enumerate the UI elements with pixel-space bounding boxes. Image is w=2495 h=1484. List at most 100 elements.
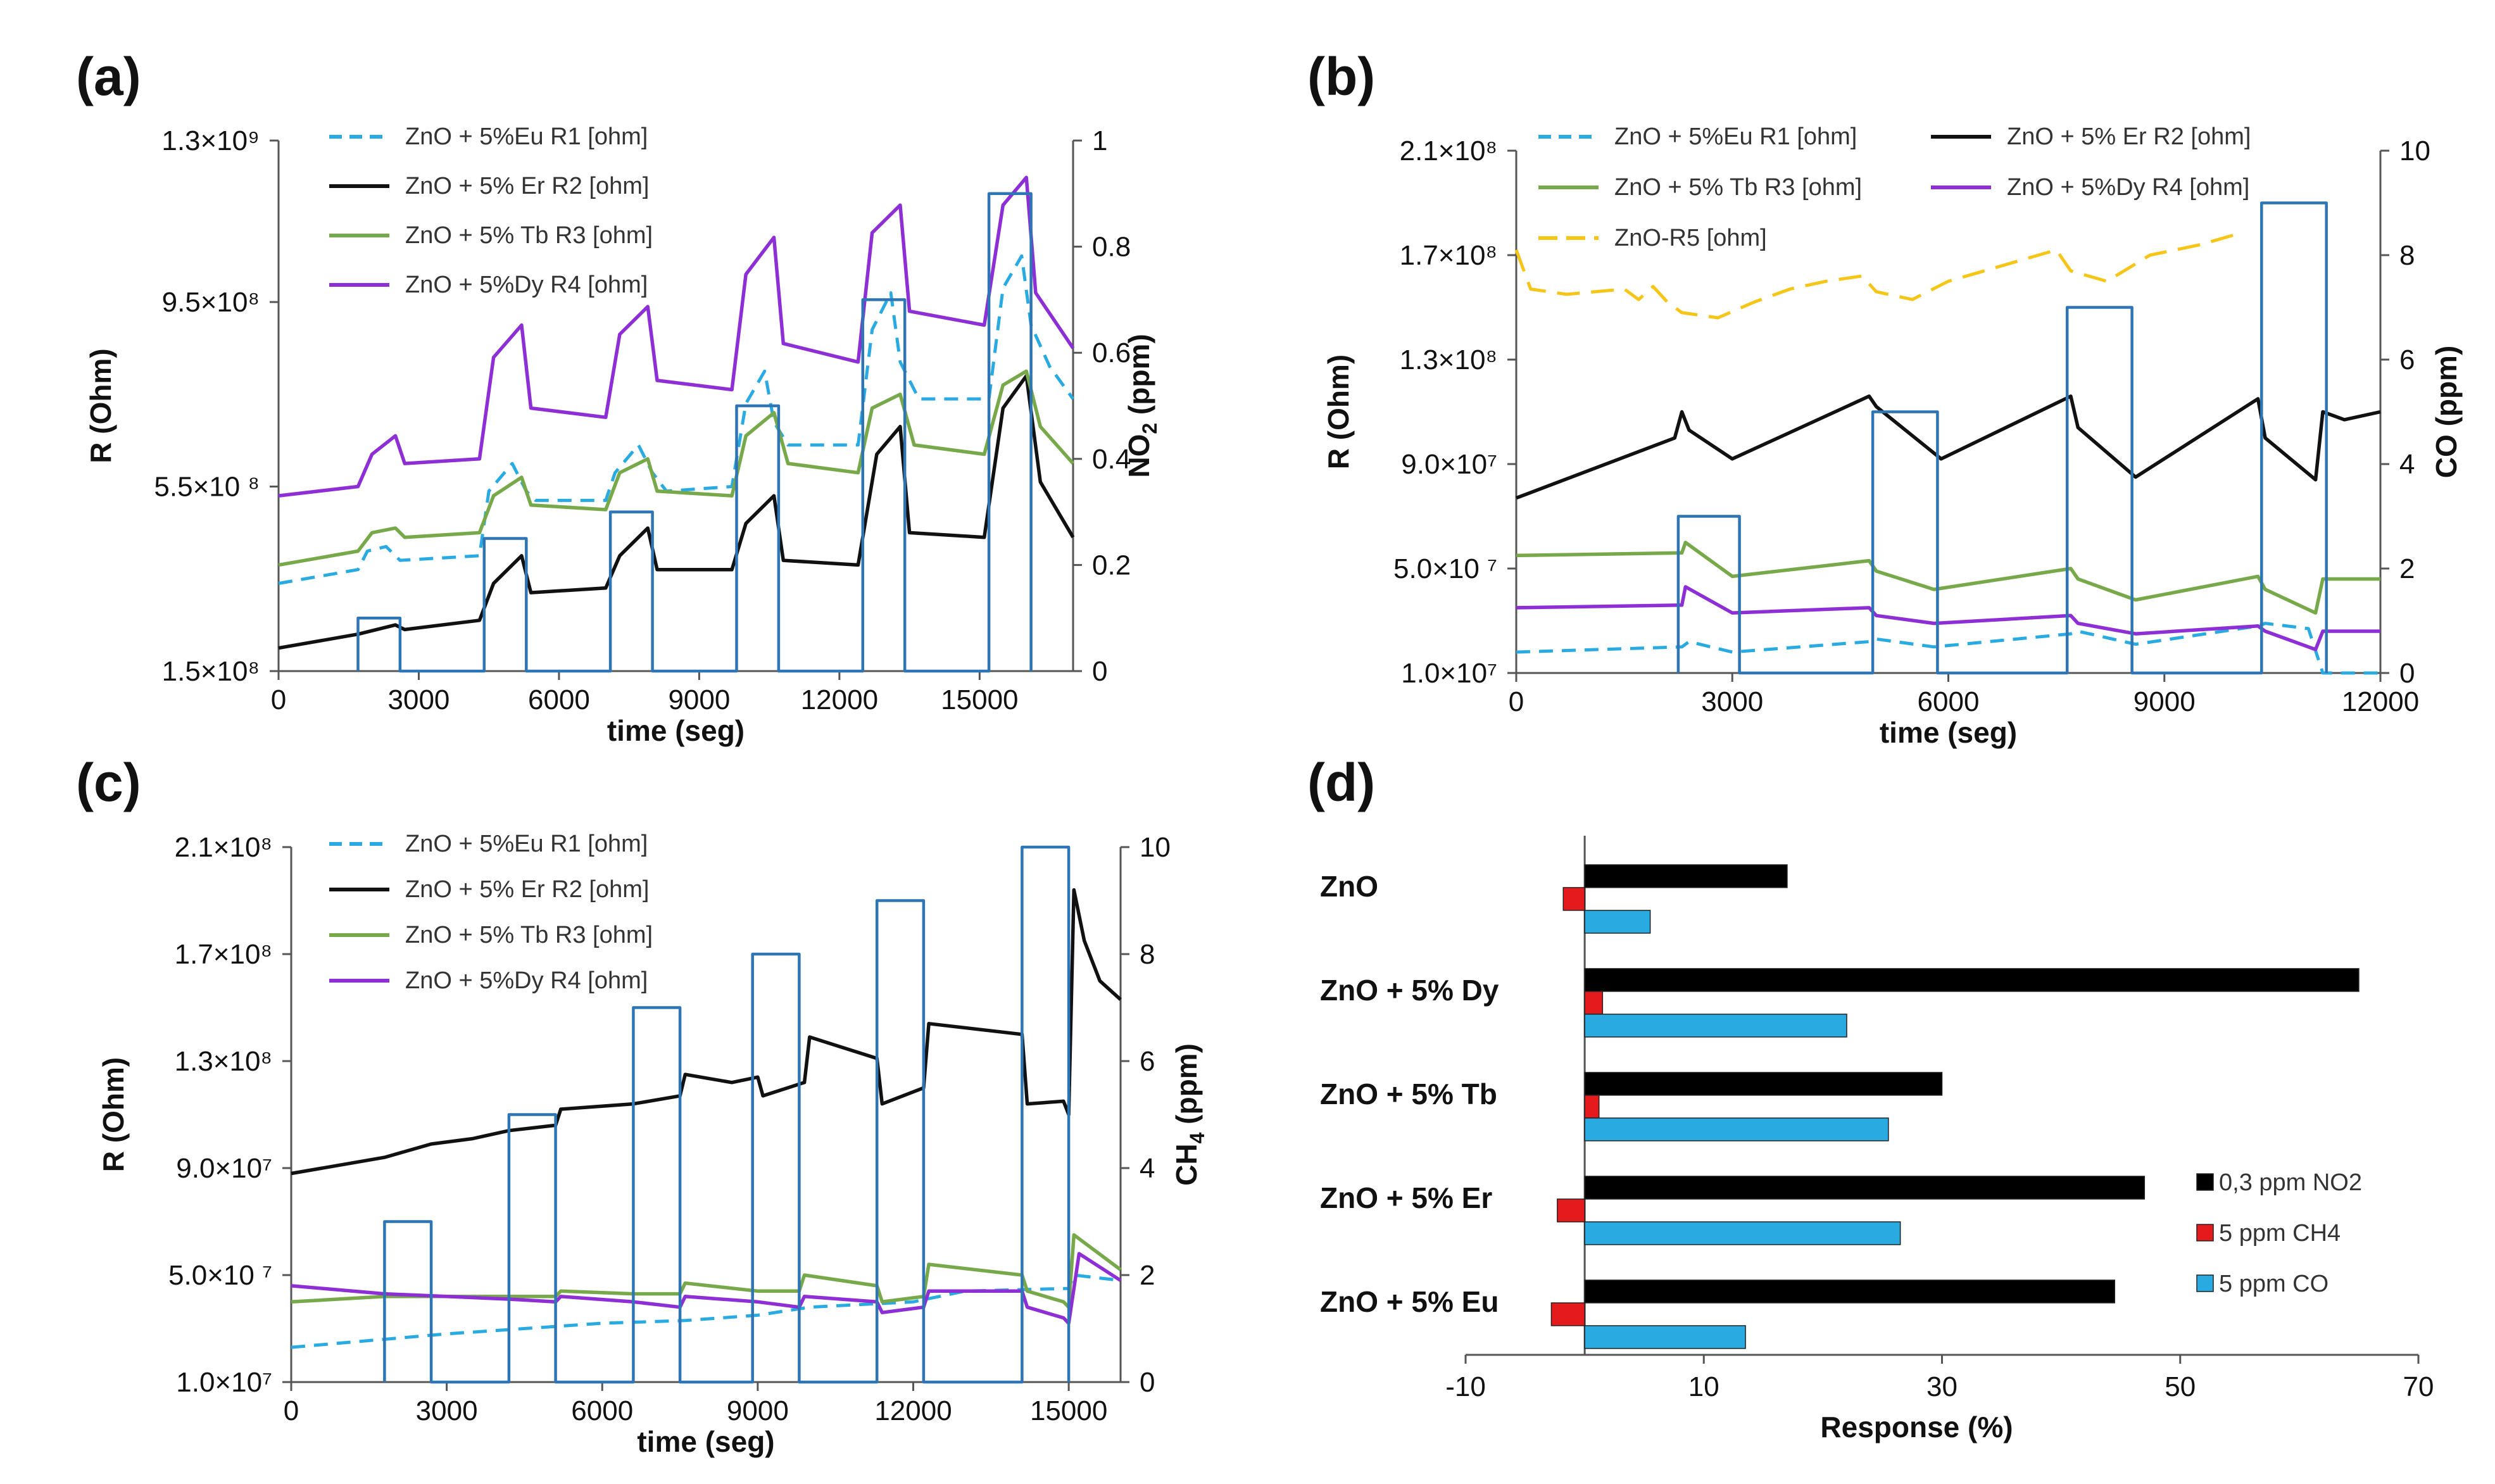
legend-entry: ZnO + 5% Tb R3 [ohm]: [405, 922, 653, 948]
chart-panel-a: 0 3000 6000 9000 12000 15000 1.5×10⁸ 5.5×10 ⁸ 9.…: [84, 123, 1161, 747]
bar-ch4: [1557, 1198, 1585, 1223]
y-axis-label: R (Ohm): [97, 1057, 130, 1172]
series-line-r5: [1514, 232, 2237, 320]
x-axis-label: Response (%): [1820, 1411, 2013, 1443]
legend-swatch: [2196, 1274, 2214, 1292]
x-tick-label: 12000: [2342, 686, 2419, 717]
series-line-dy: [291, 1252, 1122, 1325]
series-line-er: [278, 374, 1075, 650]
y-tick-label: 5.5×10 ⁸: [154, 472, 260, 503]
x-tick-label: -10: [1445, 1371, 1486, 1402]
x-tick-label: 3000: [388, 684, 450, 715]
panel-label-d: (d): [1307, 753, 1375, 812]
y2-tick-label: 8: [2399, 240, 2415, 271]
y-tick-label: 5.0×10 ⁷: [168, 1260, 272, 1291]
y-tick-label: 2.1×10⁸: [175, 832, 272, 863]
series-line-gas: [356, 192, 1033, 673]
y-tick-label: 1.0×10⁷: [176, 1367, 272, 1398]
x-axis-label: time (seg): [607, 714, 745, 747]
x-tick-label: 0: [284, 1395, 299, 1426]
y2-tick-label: 4: [1140, 1153, 1155, 1184]
category-label: ZnO + 5% Dy: [1320, 974, 1499, 1007]
bar-no2: [1584, 864, 1788, 888]
y-tick-label: 9.0×10⁷: [176, 1153, 272, 1184]
legend-entry: ZnO + 5% Er R2 [ohm]: [405, 876, 649, 903]
panel-label-a: (a): [76, 47, 141, 106]
y-tick-label: 5.0×10 ⁷: [1393, 553, 1497, 584]
y2-tick-label: 2: [1140, 1260, 1155, 1291]
y2-tick-label: 6: [1140, 1046, 1155, 1077]
y2-tick-label: 0: [2399, 658, 2415, 689]
x-tick-label: 10: [1688, 1371, 1719, 1402]
y-tick-label: 1.7×10⁸: [1400, 240, 1497, 271]
y-tick-label: 1.3×10⁹: [161, 125, 260, 156]
y2-tick-label: 8: [1140, 939, 1155, 970]
series-line-eu: [1516, 622, 2380, 675]
x-tick-label: 6000: [571, 1395, 633, 1426]
bar-co: [1584, 1325, 1746, 1349]
y2-tick-label: 10: [1140, 832, 1171, 863]
x-tick-label: 9000: [2134, 686, 2196, 717]
bar-no2: [1584, 1072, 1943, 1096]
series-line-eu: [278, 254, 1075, 585]
chart-panel-c: 0 3000 6000 9000 12000 15000 1.0×10⁷ 5.0×10 ⁷ 9.…: [97, 831, 1209, 1458]
y2-tick-label: 1: [1092, 125, 1107, 156]
panel-label-b: (b): [1307, 47, 1375, 106]
legend-entry: ZnO + 5%Dy R4 [ohm]: [405, 967, 648, 994]
series-line-dy: [1516, 585, 2380, 651]
y-axis-label: R (Ohm): [84, 348, 117, 463]
legend-entry: 0,3 ppm NO2: [2219, 1169, 2362, 1196]
y-tick-label: 9.0×10⁷: [1401, 449, 1497, 480]
bar-ch4: [1584, 1095, 1600, 1119]
legend-entry: ZnO + 5%Eu R1 [ohm]: [405, 123, 648, 150]
x-axis-label: time (seg): [1880, 716, 2017, 749]
x-tick-label: 9000: [727, 1395, 789, 1426]
x-tick-label: 50: [2165, 1371, 2196, 1402]
legend-entry: ZnO + 5%Eu R1 [ohm]: [405, 831, 648, 857]
y2-axis-label: NO2 (ppm): [1122, 334, 1161, 477]
bar-no2: [1584, 1280, 2116, 1304]
y2-tick-label: 10: [2399, 135, 2430, 167]
y-tick-label: 2.1×10⁸: [1400, 135, 1497, 167]
y2-tick-label: 0: [1140, 1367, 1155, 1398]
legend-swatch: [2196, 1224, 2214, 1242]
legend-entry: ZnO-R5 [ohm]: [1614, 225, 1767, 251]
x-tick-label: 6000: [528, 684, 590, 715]
x-tick-label: 3000: [416, 1395, 478, 1426]
x-tick-label: 3000: [1701, 686, 1763, 717]
x-axis-label: time (seg): [637, 1425, 774, 1458]
series-line-gas: [383, 845, 1071, 1384]
legend-entry: 5 ppm CO: [2219, 1271, 2328, 1297]
legend-entry: ZnO + 5%Eu R1 [ohm]: [1614, 123, 1857, 150]
x-tick-label: 12000: [874, 1395, 952, 1426]
y2-axis-label: CH4 (ppm): [1170, 1043, 1209, 1186]
x-tick-label: 15000: [1030, 1395, 1107, 1426]
y2-tick-label: 0.8: [1092, 232, 1131, 263]
y-tick-label: 1.5×10⁸: [162, 656, 260, 687]
series-line-er: [1516, 394, 2381, 500]
legend-entry: ZnO + 5% Tb R3 [ohm]: [1614, 174, 1862, 201]
series-line-dy: [278, 175, 1075, 498]
x-tick-label: 0: [1509, 686, 1524, 717]
bar-ch4: [1562, 887, 1585, 911]
y2-tick-label: 6: [2399, 344, 2415, 375]
legend-entry: ZnO + 5%Dy R4 [ohm]: [405, 272, 648, 298]
y-tick-label: 1.0×10⁷: [1401, 658, 1497, 689]
bar-co: [1584, 1221, 1901, 1245]
bar-no2: [1584, 1176, 2146, 1200]
y-tick-label: 1.3×10⁸: [175, 1046, 272, 1077]
x-tick-label: 30: [1926, 1371, 1958, 1402]
legend-entry: ZnO + 5%Dy R4 [ohm]: [2007, 174, 2249, 201]
legend-entry: 5 ppm CH4: [2219, 1220, 2341, 1247]
y2-tick-label: 4: [2399, 449, 2415, 480]
chart-panel-d: -10 10 30 50 70 Response (%) ZnO ZnO + 5% Dy ZnO…: [1320, 836, 2434, 1443]
chart-panel-b: 0 3000 6000 9000 12000 1.0×10⁷ 5.0×10 ⁷ 9.0×10⁷…: [1322, 123, 2463, 749]
category-label: ZnO: [1320, 870, 1378, 903]
bar-no2: [1584, 968, 2360, 992]
category-label: ZnO + 5% Tb: [1320, 1078, 1497, 1110]
category-label: ZnO + 5% Er: [1320, 1181, 1492, 1214]
x-tick-label: 9000: [668, 684, 730, 715]
y2-tick-label: 0: [1092, 656, 1107, 687]
y-axis-label: R (Ohm): [1322, 355, 1355, 469]
